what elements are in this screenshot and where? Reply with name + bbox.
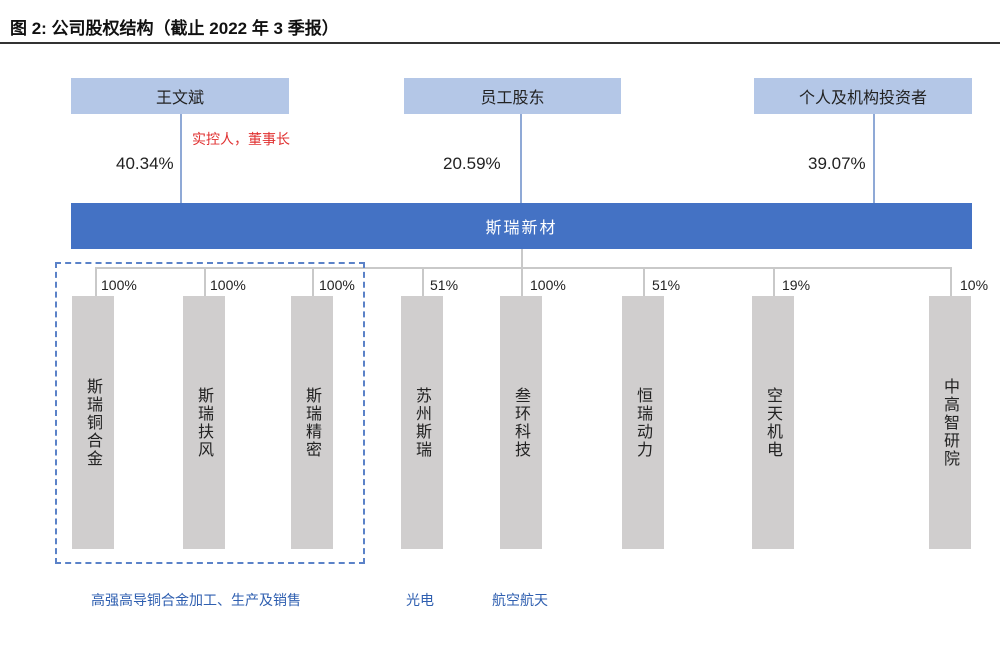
subsidiary-box: 恒瑞动力 [622, 296, 664, 549]
shareholder-box-investors: 个人及机构投资者 [754, 78, 972, 114]
subsidiary-drop-line [204, 267, 206, 296]
subsidiary-percent: 51% [652, 277, 681, 293]
subsidiary-percent: 100% [319, 277, 355, 293]
subsidiary-name: 中高智研院 [941, 377, 960, 468]
subsidiary-name: 斯瑞扶风 [195, 386, 214, 459]
subsidiary-horizontal-line [95, 267, 952, 269]
shareholder-name: 王文斌 [155, 88, 204, 107]
subsidiary-drop-line [95, 267, 97, 296]
subsidiary-drop-line [521, 267, 523, 296]
subsidiary-name: 空天机电 [764, 386, 783, 459]
figure-title: 图 2: 公司股权结构（截止 2022 年 3 季报） [10, 19, 339, 38]
subsidiary-name: 斯瑞精密 [303, 386, 322, 459]
subsidiary-box: 斯瑞精密 [291, 296, 333, 549]
copper-alloy-group-frame [55, 262, 365, 564]
subsidiary-percent: 100% [530, 277, 566, 293]
shareholder-box-employees: 员工股东 [404, 78, 621, 114]
subsidiary-drop-line [422, 267, 424, 296]
suzhou-business-note: 光电 [406, 593, 434, 609]
subsidiary-drop-line [643, 267, 645, 296]
subsidiary-percent: 19% [782, 277, 811, 293]
shareholder-line-wang [180, 114, 182, 203]
subsidiary-box: 斯瑞铜合金 [72, 296, 114, 549]
subsidiary-percent: 100% [210, 277, 246, 293]
subsidiary-box: 叁环科技 [500, 296, 542, 549]
subsidiary-box: 空天机电 [752, 296, 794, 549]
shareholder-line-investors [873, 114, 875, 203]
shareholder-percent-wang: 40.34% [116, 154, 174, 173]
shareholder-name: 个人及机构投资者 [798, 88, 927, 107]
subsidiary-percent: 10% [960, 277, 989, 293]
company-bar: 斯瑞新材 [71, 203, 972, 249]
sanhuan-business-note: 航空航天 [492, 593, 548, 609]
subsidiary-drop-line [950, 267, 952, 296]
shareholder-percent-employees: 20.59% [443, 154, 501, 173]
shareholder-name: 员工股东 [480, 88, 545, 107]
subsidiary-drop-line [312, 267, 314, 296]
subsidiary-box: 斯瑞扶风 [183, 296, 225, 549]
group-business-note: 高强高导铜合金加工、生产及销售 [91, 593, 301, 609]
company-down-line [521, 249, 523, 267]
controller-note: 实控人，董事长 [192, 132, 290, 148]
subsidiary-name: 斯瑞铜合金 [84, 377, 103, 468]
shareholder-box-wang-wenbin: 王文斌 [71, 78, 289, 114]
company-name: 斯瑞新材 [485, 218, 558, 237]
subsidiary-drop-line [773, 267, 775, 296]
subsidiary-name: 苏州斯瑞 [413, 386, 432, 459]
shareholder-line-employees [520, 114, 522, 203]
subsidiary-percent: 51% [430, 277, 459, 293]
subsidiary-box: 苏州斯瑞 [401, 296, 443, 549]
subsidiary-box: 中高智研院 [929, 296, 971, 549]
subsidiary-name: 恒瑞动力 [634, 386, 653, 459]
title-rule [0, 42, 1000, 44]
shareholder-percent-investors: 39.07% [808, 154, 866, 173]
subsidiary-name: 叁环科技 [512, 386, 531, 459]
subsidiary-percent: 100% [101, 277, 137, 293]
